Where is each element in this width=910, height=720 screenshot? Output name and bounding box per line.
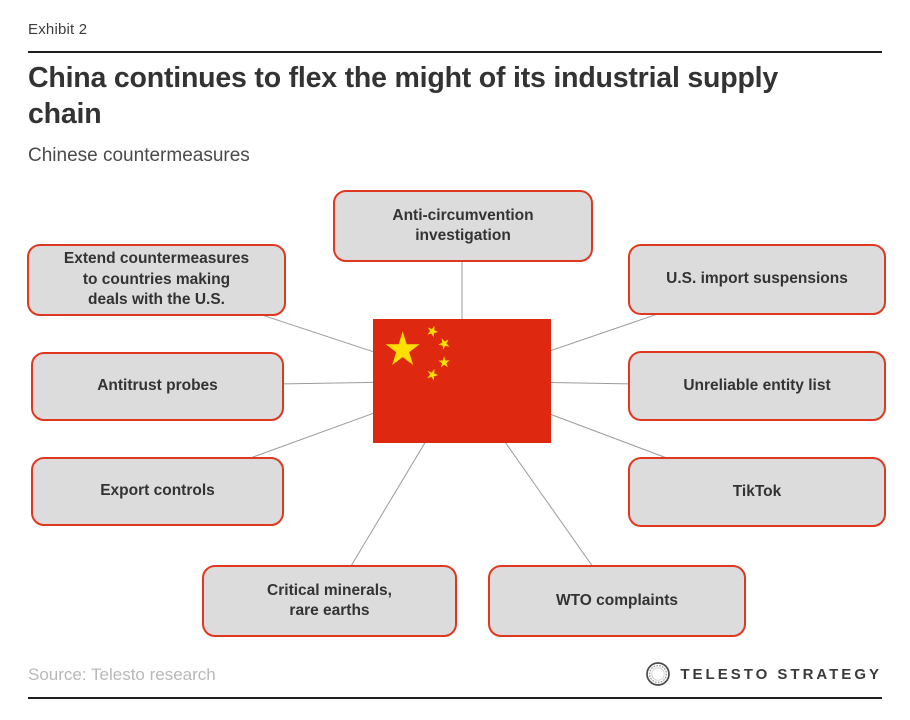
- node-antitrust-probes: Antitrust probes: [31, 352, 284, 421]
- node-label: Critical minerals, rare earths: [267, 581, 392, 619]
- china-flag-icon: [373, 319, 551, 443]
- node-label: Export controls: [100, 482, 215, 500]
- node-anti-circumvention-investigation: Anti-circumvention investigation: [333, 190, 593, 262]
- node-label: Unreliable entity list: [683, 376, 831, 394]
- source-note: Source: Telesto research: [28, 665, 216, 684]
- node-label: TikTok: [732, 482, 782, 500]
- footer-divider: [28, 697, 882, 699]
- brand-logo: TELESTO STRATEGY: [645, 661, 882, 687]
- node-label: Antitrust probes: [97, 377, 218, 395]
- page-subtitle: Chinese countermeasures: [28, 145, 250, 166]
- node-label: Anti-circumvention investigation: [392, 206, 534, 244]
- brand-ring-icon: [646, 662, 671, 686]
- node-critical-minerals-rare-earths: Critical minerals, rare earths: [202, 565, 457, 637]
- node-export-controls: Export controls: [31, 457, 284, 526]
- node-label: Extend countermeasures to countries maki…: [63, 250, 250, 309]
- brand-name: TELESTO STRATEGY: [680, 665, 882, 683]
- header-divider: [28, 51, 882, 53]
- node-label: U.S. import suspensions: [666, 270, 848, 288]
- node-label: WTO complaints: [555, 591, 678, 609]
- node-unreliable-entity-list: Unreliable entity list: [628, 351, 886, 421]
- exhibit-label: Exhibit 2: [28, 21, 88, 38]
- node-wto-complaints: WTO complaints: [488, 565, 746, 637]
- node-extend-countermeasures: Extend countermeasures to countries maki…: [27, 244, 286, 316]
- page-title: China continues to flex the might of its…: [28, 62, 779, 130]
- node-tiktok: TikTok: [628, 457, 886, 527]
- node-us-import-suspensions: U.S. import suspensions: [628, 244, 886, 315]
